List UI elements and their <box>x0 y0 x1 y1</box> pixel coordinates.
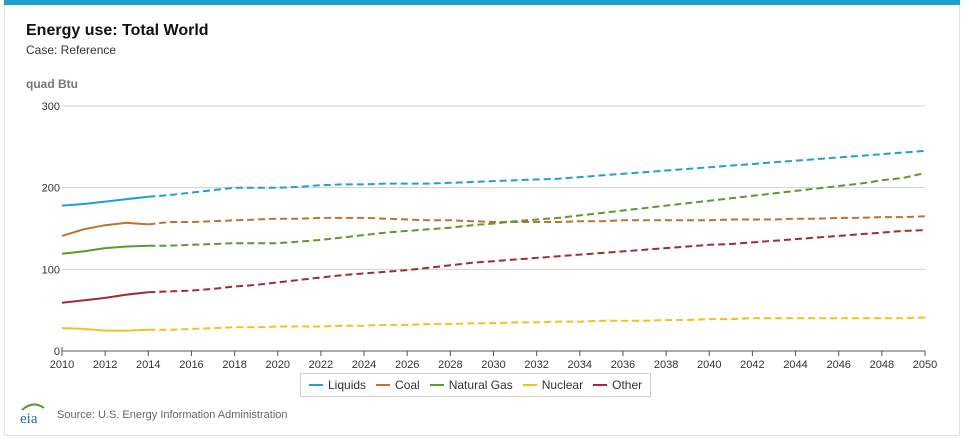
y-tick-label: 0 <box>54 346 60 358</box>
chart-subtitle: Case: Reference <box>26 43 117 57</box>
x-tick-label: 2032 <box>524 359 548 371</box>
eia-logo-icon: eia <box>20 403 45 426</box>
x-tick-label: 2034 <box>568 359 592 371</box>
x-tick-label: 2038 <box>654 359 678 371</box>
series-line-other-history <box>61 291 149 304</box>
series-line-liquids-projection <box>148 149 926 198</box>
legend-swatch <box>593 384 608 386</box>
legend-item-coal[interactable]: Coal <box>376 378 420 392</box>
x-tick-label: 2044 <box>783 359 807 371</box>
y-tick-label: 100 <box>42 264 60 276</box>
chart-legend: Liquids Coal Natural Gas Nuclear Other <box>300 373 652 397</box>
chart-title: Energy use: Total World <box>26 22 209 39</box>
series-line-nuclear-history <box>61 327 149 332</box>
legend-swatch <box>429 384 444 386</box>
legend-label: Liquids <box>328 378 367 392</box>
legend-label: Other <box>612 378 643 392</box>
series-line-coal-history <box>61 221 149 237</box>
svg-text:eia: eia <box>20 411 38 426</box>
x-tick-label: 2022 <box>309 359 333 371</box>
source-note: Source: U.S. Energy Information Administ… <box>57 409 288 421</box>
legend-label: Coal <box>395 378 420 392</box>
series-line-liquids-history <box>61 195 149 207</box>
x-tick-label: 2024 <box>352 359 376 371</box>
legend-item-natural-gas[interactable]: Natural Gas <box>429 378 513 392</box>
x-tick-label: 2020 <box>266 359 290 371</box>
x-tick-label: 2016 <box>179 359 203 371</box>
x-tick-label: 2046 <box>826 359 850 371</box>
legend-swatch <box>376 384 391 386</box>
series-line-coal-projection <box>148 215 926 226</box>
legend-item-liquids[interactable]: Liquids <box>309 378 366 392</box>
x-tick-label: 2018 <box>222 359 246 371</box>
x-tick-label: 2036 <box>611 359 635 371</box>
x-tick-label: 2014 <box>136 359 160 371</box>
legend-swatch <box>309 384 323 386</box>
series-line-nuclear-projection <box>148 316 926 331</box>
x-tick-label: 2012 <box>93 359 117 371</box>
series-line-natural-gas-history <box>61 244 149 255</box>
x-tick-label: 2030 <box>481 359 505 371</box>
x-tick-label: 2028 <box>438 359 462 371</box>
y-tick-label: 300 <box>42 101 60 113</box>
x-tick-label: 2010 <box>50 359 74 371</box>
series-line-natural-gas-projection <box>148 172 926 247</box>
accent-bar <box>4 0 960 5</box>
y-tick-label: 200 <box>42 183 60 195</box>
legend-label: Natural Gas <box>448 378 513 392</box>
x-tick-label: 2026 <box>395 359 419 371</box>
x-tick-label: 2040 <box>697 359 721 371</box>
x-tick-label: 2048 <box>870 359 894 371</box>
legend-label: Nuclear <box>541 378 584 392</box>
x-tick-label: 2042 <box>740 359 764 371</box>
legend-swatch <box>522 384 537 386</box>
chart-frame <box>4 0 960 436</box>
series-line-other-projection <box>148 229 926 294</box>
legend-item-other[interactable]: Other <box>593 378 642 392</box>
y-axis-unit-label: quad Btu <box>26 77 78 91</box>
x-tick-label: 2050 <box>913 359 937 371</box>
legend-item-nuclear[interactable]: Nuclear <box>522 378 584 392</box>
